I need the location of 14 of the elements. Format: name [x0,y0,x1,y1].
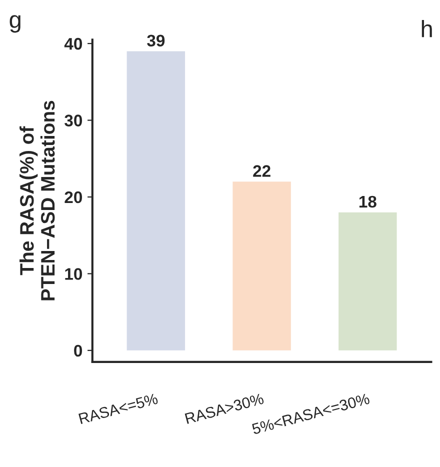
y-tick-label: 30 [64,114,82,126]
data-label: 39 [147,34,165,47]
y-tick-label: 10 [65,268,82,280]
y-axis-title: The RASA(%) of PTEN−ASD Mutations [20,100,55,300]
data-label: 22 [253,165,270,177]
text: g [10,15,20,33]
bar [126,51,186,350]
bar [232,182,291,350]
y-tick-label: 0 [74,344,82,357]
text: h [422,20,432,38]
y-tick-label: 40 [64,38,82,50]
data-label: 18 [359,196,376,208]
y-tick-label: 20 [64,191,82,204]
bar [338,212,397,350]
